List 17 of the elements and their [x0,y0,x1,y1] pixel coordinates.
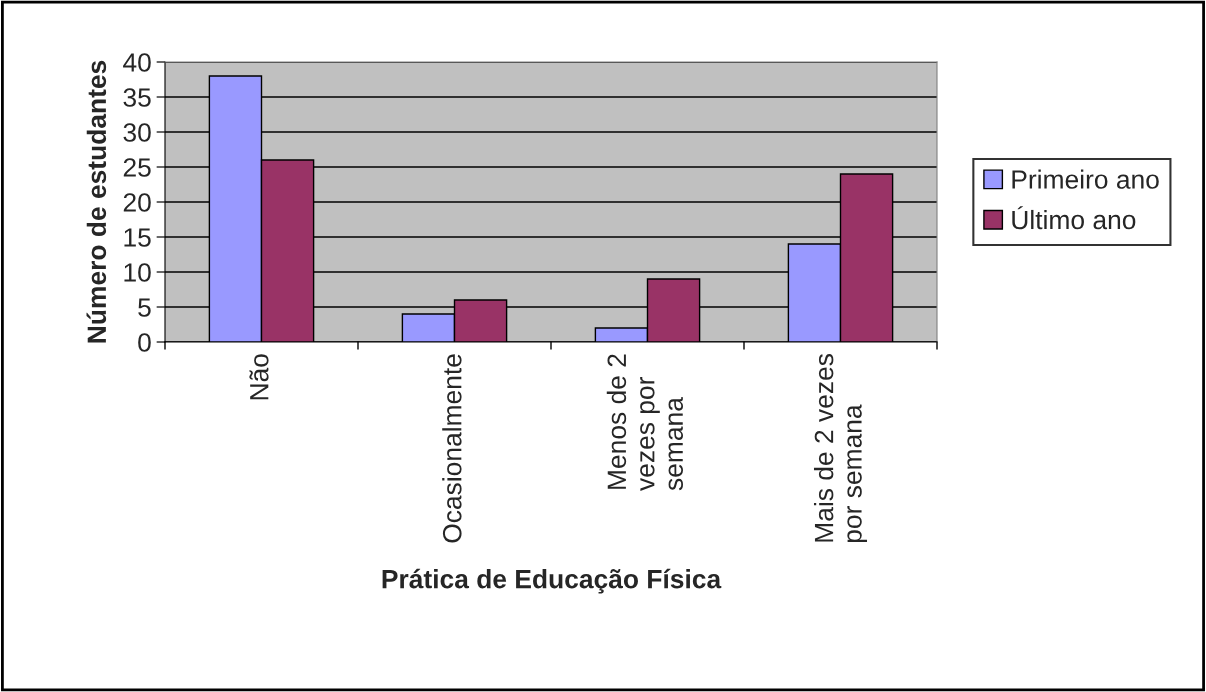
legend-label: Primeiro ano [1012,169,1159,189]
y-tick-label: 40 [123,53,151,72]
x-tick-label: Mais de 2 vezes por semana [813,354,868,543]
y-tick-label: 20 [123,193,151,212]
y-tick-label: 0 [138,333,151,352]
x-tick-label: Menos de 2 vezes por semana [606,354,684,491]
y-tick-label: 10 [124,263,151,282]
y-tick-label: 5 [138,298,151,317]
legend-label: Último ano [1012,206,1136,230]
y-tick-label: 35 [123,88,151,107]
y-axis-title: Número de estudantes [86,60,107,343]
x-axis-title: Prática de Educação Física [382,568,722,594]
y-tick-label: 15 [124,228,151,247]
y-tick-label: 30 [123,123,151,142]
x-tick-label: Ocasionalmente [442,354,462,543]
y-tick-label: 25 [123,158,151,177]
x-tick-label: Não [249,354,269,400]
